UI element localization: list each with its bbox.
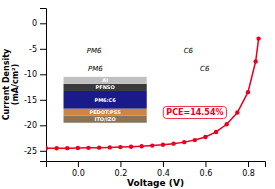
y-tick-label: -20 [24,121,37,130]
x-axis-line [47,162,266,168]
chart-svg: 0.0 0.2 0.4 0.6 0.8 0 -5 -10 -15 -20 -25 Voltage (V… [0,0,275,189]
data-point [225,122,229,126]
data-point [253,59,257,63]
device-layer-label: PEDOT:PSS [89,109,121,115]
x-tick: 0.8 [242,161,255,178]
y-axis-title-line: Current Density [2,48,11,120]
y-tick-mark [40,151,46,152]
pce-annotation: PCE=14.54% [163,106,226,118]
x-tick-label: 0.6 [200,169,213,178]
device-layer-label: Al [102,77,108,83]
y-tick-mark [40,125,46,126]
y-tick: -15 [24,96,46,105]
data-point [54,146,58,150]
pce-box [163,106,226,118]
x-tick: 0.6 [200,161,213,178]
y-tick: 0 [32,19,46,28]
device-layer-label: PFNSO [96,84,115,90]
molecule-label: PM6 [87,47,102,55]
device-layer-label: PM6:C6 [94,97,116,103]
x-tick-label: 0.4 [157,169,170,178]
x-tick-label: 0.0 [72,169,85,178]
data-point [97,145,101,149]
x-tick-label: 0.8 [242,169,255,178]
device-stack: ITO/IZOPEDOT:PSS PM6:C6 PFNSOAl [64,77,147,123]
molecule-label: C6 [200,65,210,73]
y-tick: -5 [29,45,46,54]
data-point [182,140,186,144]
x-tick: 0.2 [115,161,128,178]
data-point [65,146,69,150]
y-tick-label: -15 [24,96,37,105]
pce-label: PCE=14.54% [166,108,223,117]
device-layer [64,84,147,91]
chart-container: 0.0 0.2 0.4 0.6 0.8 0 -5 -10 -15 -20 -25 Voltage (V… [0,0,275,189]
x-tick: 0.4 [157,161,170,178]
molecule-label: PM6 [88,65,103,73]
data-point [139,144,143,148]
y-tick-mark [40,100,46,101]
data-point [256,36,260,40]
device-layer [64,109,147,116]
y-tick: -20 [24,121,46,130]
data-point [108,145,112,149]
data-point [193,138,197,142]
data-point [86,146,90,150]
data-point [214,130,218,134]
y-tick-label: 0 [32,19,37,28]
annotations: PCE=14.54% PM6 C6 PM6 C6 [87,47,227,119]
y-tick: -10 [24,70,46,79]
x-tick: 0.0 [72,161,85,178]
y-tick-label: -10 [24,70,37,79]
plot-area [46,36,261,150]
data-point [161,143,165,147]
x-tick-mark [205,161,206,167]
device-layer [64,77,147,84]
x-tick-mark [120,161,121,167]
data-point [203,135,207,139]
y-tick-mark [40,74,46,75]
y-tick-label: -25 [24,147,37,156]
data-point [129,145,133,149]
x-tick-label: 0.2 [115,169,128,178]
data-point [235,110,239,114]
data-point [76,146,80,150]
device-layer [64,91,147,109]
x-tick-mark [163,161,164,167]
x-axis: 0.0 0.2 0.4 0.6 0.8 [47,161,266,178]
y-tick-mark [40,23,46,24]
y-axis-title: Current Density(mA/cm²) [2,48,20,120]
data-point [246,90,250,94]
jv-curve [46,39,259,149]
molecule-label: C6 [184,47,194,55]
y-axis-line [40,9,47,162]
y-tick: -25 [24,147,46,156]
data-point [46,146,48,150]
x-tick-mark [78,161,79,167]
y-axis: 0 -5 -10 -15 -20 -25 [24,9,47,162]
data-point [150,143,154,147]
data-point [171,141,175,145]
y-axis-title-line: (mA/cm²) [11,64,20,105]
device-layer-label: ITO/IZO [95,116,116,122]
y-tick-mark [40,49,46,50]
y-tick-label: -5 [29,45,37,54]
data-point [118,145,122,149]
x-tick-mark [248,161,249,167]
device-layer [64,116,147,123]
x-axis-title: Voltage (V) [127,178,184,188]
